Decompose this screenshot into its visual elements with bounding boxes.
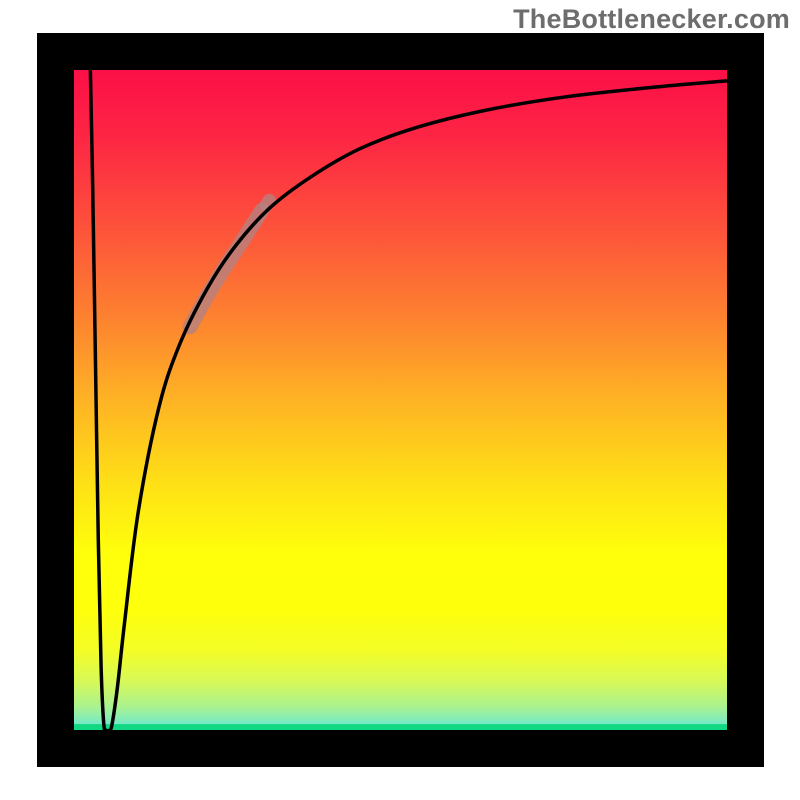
chart-svg (0, 0, 800, 800)
figure-root: { "attribution": { "text": "TheBottlenec… (0, 0, 800, 800)
attribution-text: TheBottlenecker.com (513, 4, 790, 35)
